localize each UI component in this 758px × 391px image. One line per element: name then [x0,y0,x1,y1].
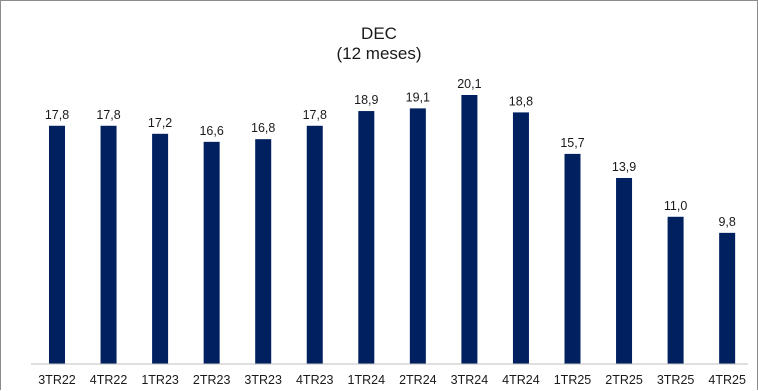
x-tick-label-3TR24: 3TR24 [451,373,489,387]
data-label-3TR22: 17,8 [45,108,69,122]
data-label-1TR24: 18,9 [354,93,378,107]
data-label-3TR23: 16,8 [251,121,275,135]
bar-1TR25 [564,153,581,364]
data-label-2TR25: 13,9 [612,160,636,174]
x-tick-label-2TR25: 2TR25 [605,373,643,387]
bar-3TR25 [667,216,684,364]
x-tick-label-4TR24: 4TR24 [502,373,540,387]
data-label-4TR25: 9,8 [718,215,735,229]
x-tick-labels-group: 3TR22 4TR22 1TR23 2TR23 3TR23 4TR23 1TR24 2TR24… [38,373,746,387]
data-label-4TR24: 18,8 [509,94,533,108]
data-label-2TR24: 19,1 [406,90,430,104]
bar-3TR23 [255,139,272,364]
bars-group [49,95,736,365]
data-label-1TR23: 17,2 [148,116,172,130]
x-tick-label-1TR24: 1TR24 [348,373,386,387]
bar-3TR24 [461,95,478,364]
bar-4TR22 [100,125,117,364]
bar-2TR23 [203,141,220,364]
x-tick-label-4TR23: 4TR23 [296,373,334,387]
data-label-4TR23: 17,8 [303,108,327,122]
data-labels-group: 17,8 17,8 17,2 16,6 16,8 17,8 18,9 19,1 20,1 18,8… [45,77,736,229]
bar-4TR23 [306,125,323,364]
x-tick-label-4TR25: 4TR25 [708,373,746,387]
data-label-2TR23: 16,6 [199,124,223,138]
data-label-4TR22: 17,8 [96,108,120,122]
x-tick-label-1TR25: 1TR25 [554,373,592,387]
x-tick-label-3TR22: 3TR22 [38,373,76,387]
bar-1TR23 [152,133,169,364]
bar-4TR24 [512,112,529,365]
x-tick-label-3TR23: 3TR23 [244,373,282,387]
x-tick-label-4TR22: 4TR22 [90,373,128,387]
x-tick-label-3TR25: 3TR25 [657,373,695,387]
chart-title: DEC [361,24,397,43]
chart-subtitle: (12 meses) [336,44,422,63]
x-tick-label-1TR23: 1TR23 [141,373,179,387]
bar-1TR24 [358,111,375,364]
bar-2TR24 [409,108,426,364]
data-label-3TR24: 20,1 [457,77,481,91]
x-tick-label-2TR24: 2TR24 [399,373,437,387]
x-tick-label-2TR23: 2TR23 [193,373,231,387]
bar-4TR25 [719,232,736,364]
bar-2TR25 [616,177,633,364]
data-label-3TR25: 11,0 [664,199,687,213]
bar-3TR22 [49,125,65,364]
data-label-1TR25: 15,7 [560,136,584,150]
